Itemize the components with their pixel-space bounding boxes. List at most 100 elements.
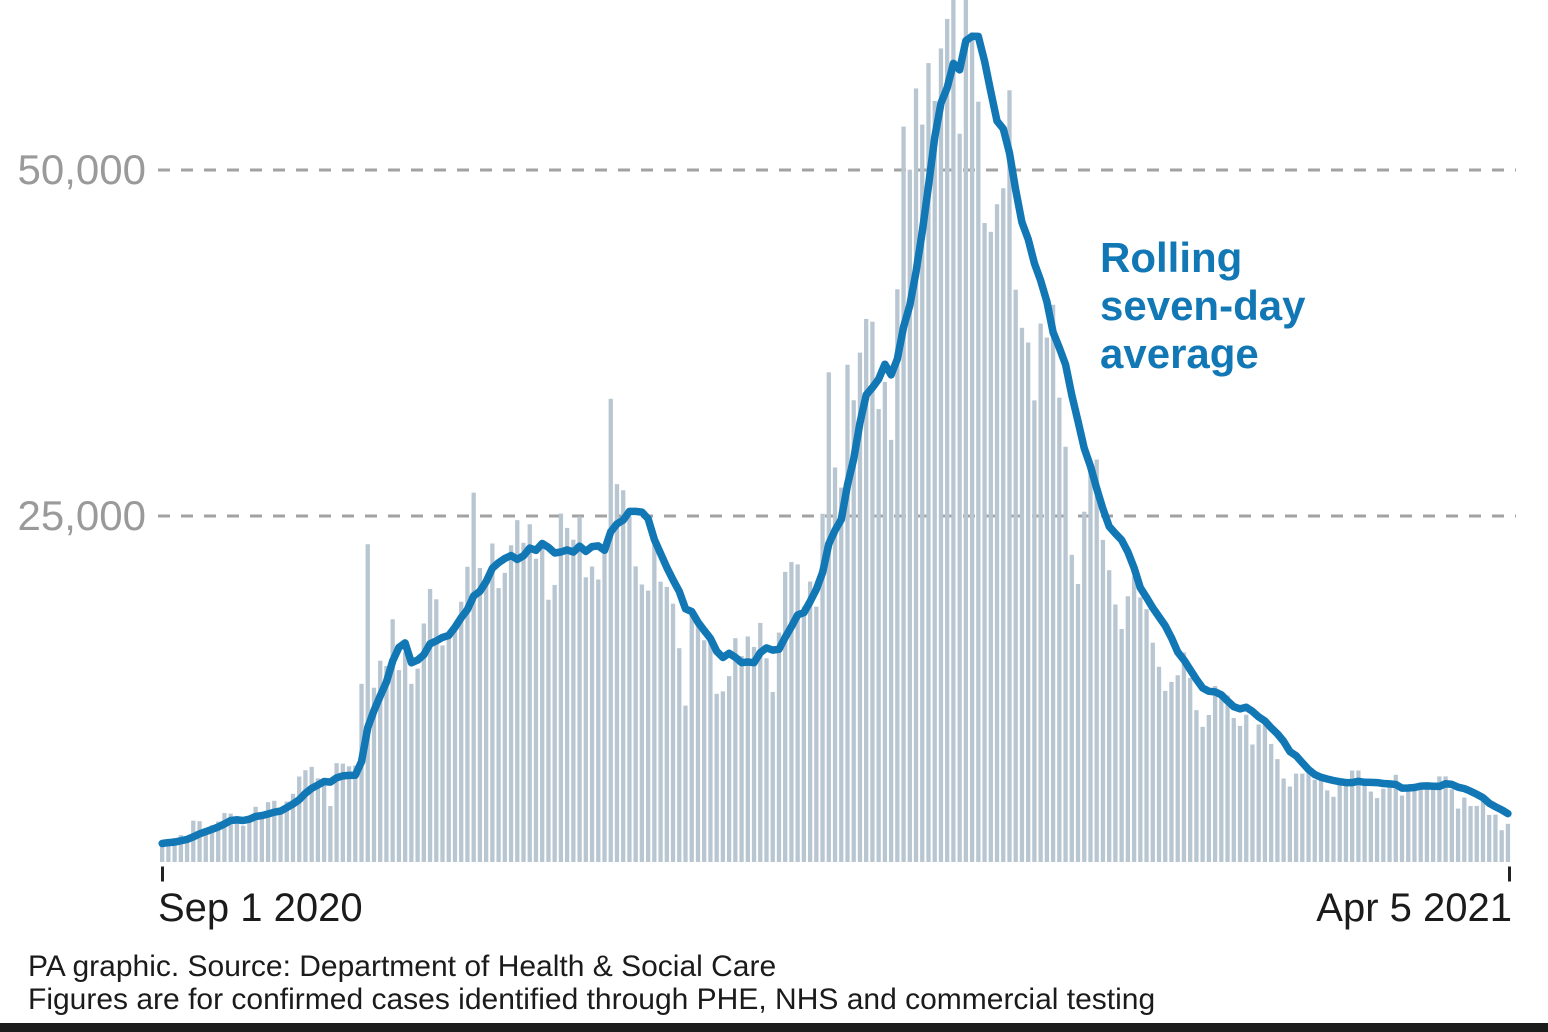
bar <box>228 813 233 862</box>
bar <box>1032 400 1037 862</box>
bar <box>988 231 993 862</box>
bar <box>241 825 246 862</box>
bar <box>976 101 981 862</box>
bar <box>427 589 433 862</box>
bar <box>726 676 732 862</box>
bar <box>191 820 196 862</box>
x-axis-ticks <box>161 866 1511 882</box>
bar <box>1119 628 1124 862</box>
bar <box>371 687 377 862</box>
bar <box>396 670 402 862</box>
bar <box>1219 695 1224 862</box>
bar <box>920 124 925 863</box>
bar <box>1169 681 1174 862</box>
bar <box>1107 570 1112 862</box>
bar <box>1231 717 1236 862</box>
bar <box>1449 789 1454 862</box>
bar <box>1443 776 1448 862</box>
bar <box>459 601 464 862</box>
bar <box>1262 723 1268 862</box>
bar <box>1256 724 1261 862</box>
bar <box>951 0 956 862</box>
bottom-divider-bar <box>0 1023 1548 1032</box>
y-axis-label-25000: 25,000 <box>17 492 146 539</box>
bar <box>527 524 532 862</box>
x-axis-label-start: Sep 1 2020 <box>158 886 363 930</box>
source-footer: PA graphic. Source: Department of Health… <box>28 950 1155 1016</box>
bar <box>502 572 507 862</box>
bar <box>421 623 426 862</box>
bar <box>515 520 520 862</box>
bar <box>409 683 414 862</box>
bar <box>259 815 264 862</box>
bar <box>577 516 582 862</box>
bar <box>770 692 775 862</box>
bar <box>1437 776 1442 862</box>
bar <box>571 539 576 862</box>
bar <box>695 619 701 862</box>
bar <box>546 599 551 862</box>
bar <box>490 543 495 862</box>
bar <box>702 640 707 862</box>
bar <box>353 765 358 862</box>
rolling-average-line <box>158 32 1512 848</box>
bar <box>328 806 333 862</box>
bar <box>627 516 632 862</box>
bar <box>1455 808 1461 862</box>
bar <box>340 763 345 862</box>
footer-source-line: PA graphic. Source: Department of Health… <box>28 950 777 983</box>
bar <box>496 588 501 862</box>
bar <box>1318 778 1324 862</box>
bar <box>309 766 314 862</box>
bar <box>1387 782 1392 862</box>
bar <box>471 492 476 862</box>
bar <box>1094 459 1099 862</box>
bar <box>783 571 788 862</box>
bar <box>1125 596 1131 862</box>
bar <box>1156 666 1162 862</box>
bar <box>932 100 937 862</box>
bar <box>1250 744 1255 862</box>
bar <box>1287 786 1292 862</box>
bar <box>1007 90 1012 862</box>
bar <box>172 837 177 862</box>
bar <box>209 825 215 862</box>
bar <box>938 48 944 863</box>
bar <box>446 638 451 862</box>
bar <box>969 32 975 863</box>
bar <box>664 586 669 862</box>
bar <box>1505 823 1511 862</box>
bar <box>1181 652 1187 862</box>
bar <box>303 770 308 862</box>
bar <box>1418 788 1423 862</box>
bar <box>826 372 831 862</box>
bar <box>390 619 395 862</box>
bar <box>820 513 825 862</box>
bar <box>776 632 782 862</box>
bar <box>452 626 458 862</box>
bar <box>465 566 470 862</box>
bar <box>851 400 856 862</box>
bar <box>1406 784 1411 862</box>
bar <box>1331 796 1336 862</box>
bar <box>1069 554 1074 862</box>
bar <box>1269 744 1274 862</box>
bar <box>751 646 757 862</box>
bar <box>1312 779 1317 862</box>
bar <box>247 819 252 862</box>
bar <box>895 289 900 863</box>
bar <box>203 828 208 862</box>
bar <box>1368 791 1373 862</box>
bar <box>1356 770 1361 862</box>
bar <box>1337 782 1342 862</box>
bar <box>160 844 165 862</box>
bar <box>845 364 850 862</box>
bar <box>864 318 869 863</box>
bar <box>1026 342 1031 862</box>
bar <box>1212 685 1218 862</box>
bar <box>234 815 240 862</box>
bar <box>1075 583 1081 862</box>
bar <box>1188 677 1193 862</box>
bar <box>982 223 987 862</box>
bar <box>1275 759 1280 862</box>
